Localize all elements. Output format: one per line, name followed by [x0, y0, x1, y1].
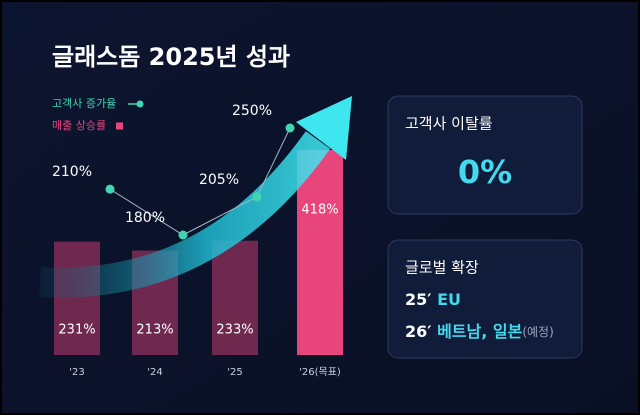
bar-label: 418% [301, 203, 338, 218]
arrow [39, 131, 331, 298]
card-title: 글로벌 확장 [405, 259, 479, 277]
line-label: 250% [232, 103, 272, 119]
card-line: 25′ EU [405, 290, 461, 309]
bar [212, 240, 258, 355]
line-label: 180% [125, 210, 165, 226]
bar [54, 241, 100, 355]
x-tick-label: '23 [69, 367, 84, 378]
arrow-head [296, 96, 352, 160]
x-tick-label: '25 [227, 367, 242, 378]
x-tick-label: '26(목표) [299, 366, 341, 378]
legend-label: 고객사 증가율 [52, 97, 116, 110]
line-point [178, 230, 188, 240]
x-tick-label: '24 [147, 367, 162, 378]
year: 25′ [405, 290, 431, 309]
line-point [285, 123, 295, 133]
card [387, 239, 583, 359]
item: 베트남, 일본 [437, 322, 523, 341]
bar [297, 150, 343, 355]
chart-title: 글래스돔 2025년 성과 [52, 43, 290, 71]
line-label: 205% [199, 172, 239, 188]
item: EU [437, 290, 461, 309]
year: 26′ [405, 322, 431, 341]
bar-label: 231% [58, 323, 95, 338]
legend-swatch [116, 122, 123, 130]
line-point [252, 192, 262, 202]
card-value: 0% [458, 153, 512, 191]
note: (예정) [522, 325, 553, 339]
card-line: 26′ 베트남, 일본(예정) [405, 322, 554, 341]
line-point [105, 184, 115, 194]
legend-dot [136, 100, 144, 108]
card [387, 95, 583, 215]
line [109, 127, 291, 236]
line-label: 210% [52, 164, 92, 180]
legend-label: 매출 상승률 [52, 119, 106, 132]
card-title: 고객사 이탈률 [405, 115, 493, 133]
bar-label: 233% [216, 323, 253, 338]
bar-label: 213% [136, 323, 173, 338]
plot [54, 150, 343, 355]
